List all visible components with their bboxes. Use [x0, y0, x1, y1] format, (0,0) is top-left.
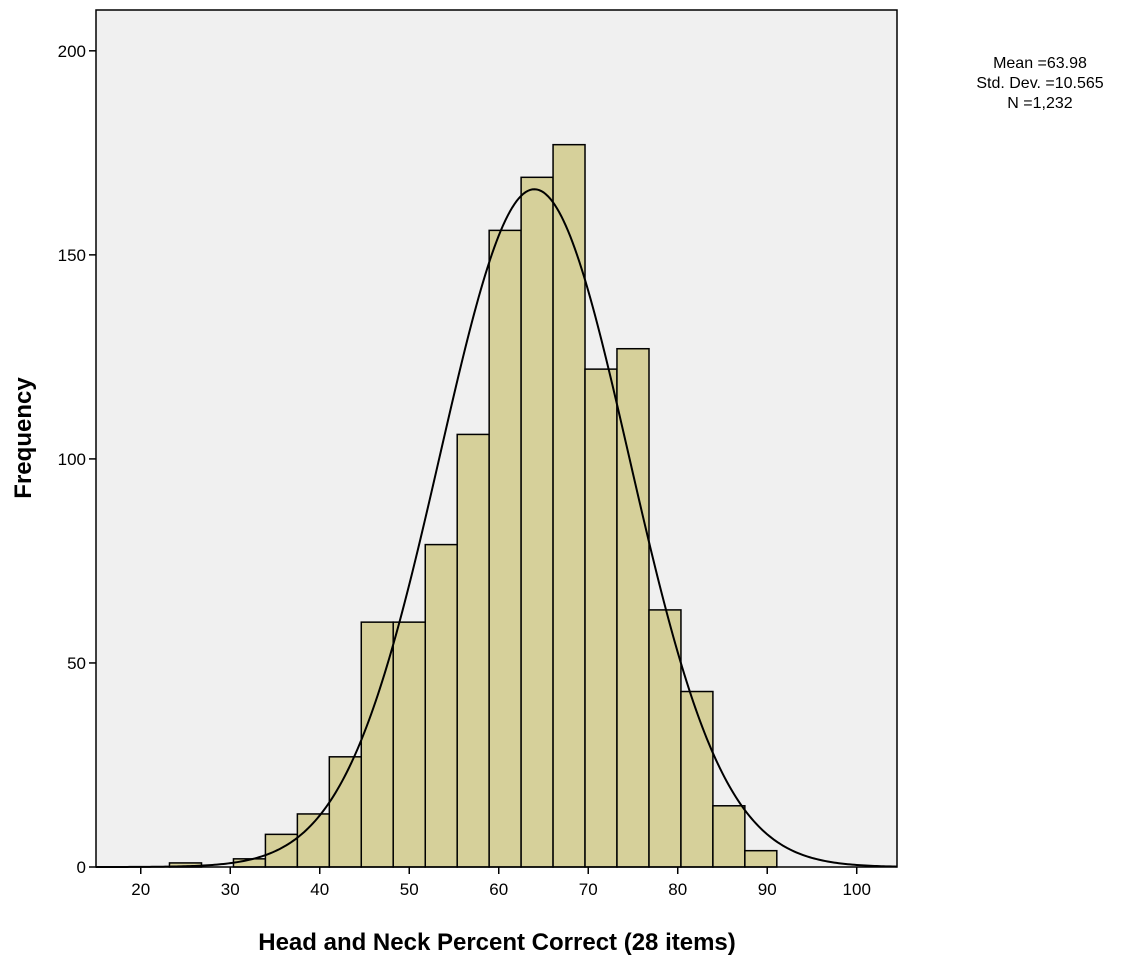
histogram-bar	[392, 621, 427, 868]
x-axis: 20 30 40 50 60 70 80 90 100	[131, 867, 871, 899]
histogram-bar	[264, 833, 299, 868]
stats-std-dev: Std. Dev. =10.565	[976, 75, 1103, 92]
x-tick-label: 30	[221, 880, 240, 899]
x-tick-label: 20	[131, 880, 150, 899]
histogram-bar	[616, 347, 650, 868]
bars-group	[168, 143, 778, 868]
histogram-bar	[680, 690, 714, 868]
y-axis-title: Frequency	[10, 377, 37, 499]
histogram-bar	[712, 805, 746, 868]
normal-curve	[95, 188, 898, 868]
histogram-bar	[520, 176, 554, 868]
x-tick-label: 70	[579, 880, 598, 899]
stats-mean: Mean =63.98	[993, 55, 1087, 72]
y-tick-label: 200	[58, 42, 86, 61]
plot-frame	[95, 9, 898, 868]
x-axis-title: Head and Neck Percent Correct (28 items)	[258, 929, 736, 956]
y-tick-label: 150	[58, 246, 86, 265]
stats-n: N =1,232	[1007, 95, 1072, 112]
stats-box: Mean =63.98 Std. Dev. =10.565 N =1,232	[976, 55, 1103, 112]
histogram-bar	[424, 543, 458, 868]
histogram-bar	[552, 143, 586, 868]
x-tick-label: 50	[400, 880, 419, 899]
histogram-bar	[488, 229, 522, 868]
histogram-bar	[744, 849, 778, 868]
histogram-bar	[648, 609, 682, 868]
x-tick-label: 80	[668, 880, 687, 899]
y-tick-label: 50	[67, 654, 86, 673]
y-axis: 0 50 100 150 200	[58, 42, 96, 877]
y-tick-label: 100	[58, 450, 86, 469]
x-tick-label: 90	[758, 880, 777, 899]
x-tick-label: 100	[843, 880, 871, 899]
histogram-bar	[456, 433, 490, 868]
x-tick-label: 40	[310, 880, 329, 899]
y-tick-label: 0	[77, 858, 86, 877]
x-tick-label: 60	[489, 880, 508, 899]
histogram-bar	[584, 368, 618, 868]
